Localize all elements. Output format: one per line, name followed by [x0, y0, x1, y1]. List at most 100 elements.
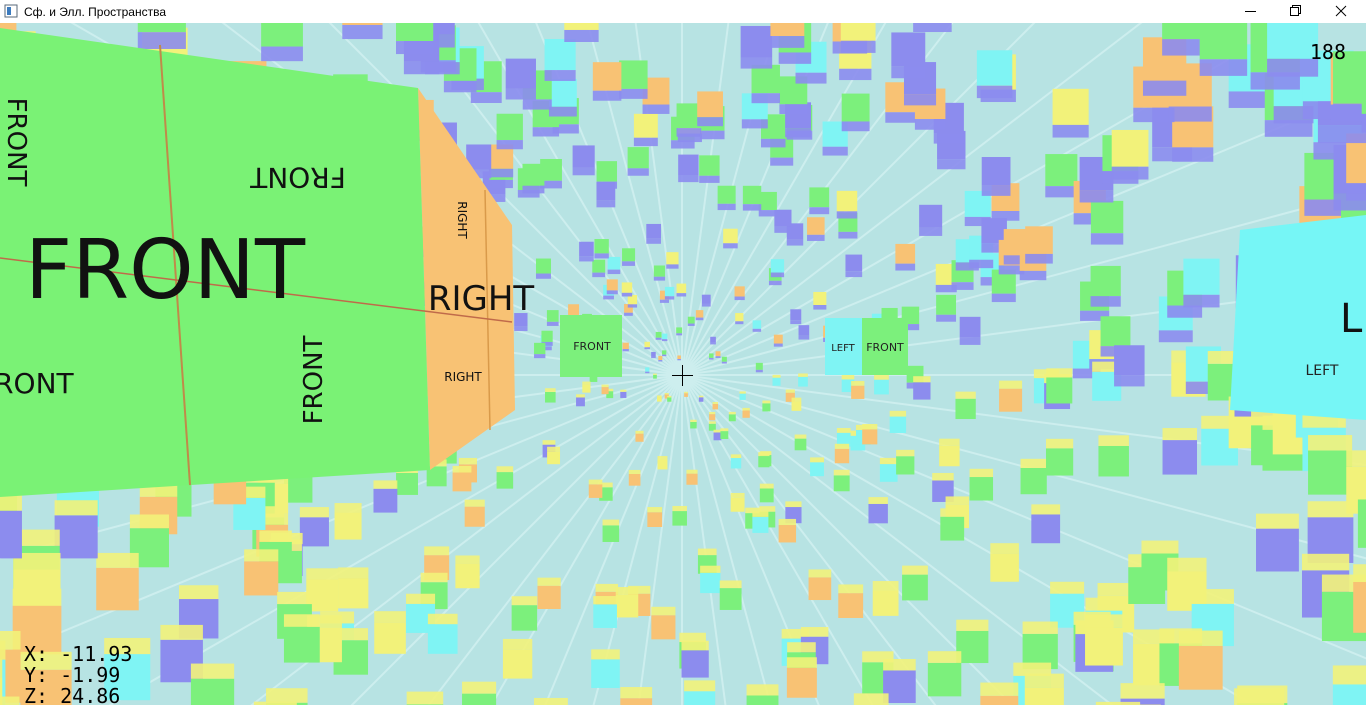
scene-cube [541, 330, 553, 346]
cube-face [813, 291, 827, 306]
scene-cube [834, 443, 850, 464]
cube-top [838, 231, 858, 239]
cube-top [1019, 270, 1047, 281]
scene-cube [739, 391, 746, 400]
cube-top [646, 238, 661, 244]
cube-face [676, 103, 702, 129]
cube-face [664, 286, 675, 297]
cube-face [621, 282, 633, 293]
scene-cube [1256, 513, 1299, 572]
cube-top [395, 41, 434, 55]
scene-cube [735, 313, 744, 325]
cube-top [233, 486, 266, 498]
cube-top [980, 682, 1019, 696]
cube-face [773, 334, 783, 344]
cube-top [342, 24, 383, 40]
scene-cube [659, 290, 669, 303]
scene-cube [54, 500, 98, 559]
cube-face [373, 488, 398, 513]
cube-top [592, 90, 622, 101]
scene-cube [588, 479, 603, 498]
cube-face [622, 248, 636, 262]
cube-top [635, 430, 644, 434]
cube-top [593, 596, 617, 605]
cube-top [1020, 458, 1047, 469]
cube-top [969, 259, 994, 269]
cube-top [266, 688, 308, 703]
cube-face [588, 484, 603, 498]
cube-top [406, 691, 444, 705]
cube-top [746, 684, 779, 696]
scene-cube [1308, 435, 1353, 495]
scene-cube [1333, 51, 1366, 122]
cube-top [945, 496, 969, 505]
cube-top [420, 572, 448, 583]
cube-top [772, 374, 781, 378]
maximize-button[interactable] [1290, 5, 1301, 16]
cube-top [699, 130, 725, 140]
cube-face [686, 473, 698, 485]
cube-top [667, 395, 672, 398]
cube-top [644, 347, 650, 350]
cube-top [1080, 310, 1110, 321]
cube-top [1085, 614, 1123, 628]
cube-face [502, 649, 533, 679]
cube-top [739, 391, 746, 394]
cube-top [1199, 59, 1248, 76]
scene-cube [838, 584, 864, 618]
scene-cube [653, 373, 657, 379]
cube-face [564, 23, 599, 30]
cube-top [1045, 186, 1078, 198]
cube-top [564, 29, 599, 42]
cube-top [12, 588, 62, 606]
scene-cube [1162, 428, 1198, 475]
cube-face [615, 594, 639, 618]
cube-top [0, 640, 6, 660]
scene-cube [1090, 265, 1121, 307]
cube-face [690, 421, 697, 429]
cube-top [1031, 504, 1061, 515]
cube-face [742, 185, 762, 205]
scene-cube [522, 163, 545, 194]
cube-front [0, 28, 430, 497]
cube-face [981, 157, 1011, 186]
cube-label: RIGHT [455, 201, 469, 239]
cube-face [620, 391, 627, 398]
cube-face [395, 23, 434, 42]
cube-top [607, 269, 621, 275]
cube-face [651, 615, 676, 640]
cube-face [540, 158, 562, 181]
crosshair [672, 365, 693, 386]
cube-face [602, 525, 620, 542]
scene-cube [845, 254, 863, 278]
cube-top [1111, 166, 1149, 180]
app-icon [4, 4, 18, 18]
cube-top [661, 339, 668, 342]
cube-face [841, 93, 870, 122]
cube-top [627, 304, 638, 308]
cube-face [1361, 60, 1366, 114]
cube-top [1168, 106, 1212, 122]
scene-cube [628, 469, 641, 486]
scene-cube [758, 452, 770, 468]
cube-top [868, 497, 888, 504]
cube-face [699, 155, 720, 176]
cube-top [628, 469, 641, 475]
cube-top [712, 402, 719, 404]
scene-cube [790, 309, 802, 325]
scene-cube [427, 613, 458, 654]
scene-cube [579, 241, 594, 262]
cube-face [862, 429, 878, 445]
cube-top [991, 211, 1020, 221]
cube-top [709, 357, 714, 360]
cube-top [770, 157, 794, 166]
scene-cube [596, 161, 618, 189]
close-button[interactable] [1335, 5, 1347, 17]
scene-cube [697, 91, 723, 127]
scene-cube [576, 394, 585, 407]
scene-cube [798, 325, 810, 340]
cube-top [761, 138, 786, 148]
cube-top [1172, 147, 1214, 162]
cube-face [620, 698, 653, 705]
cube-face [980, 695, 1019, 705]
